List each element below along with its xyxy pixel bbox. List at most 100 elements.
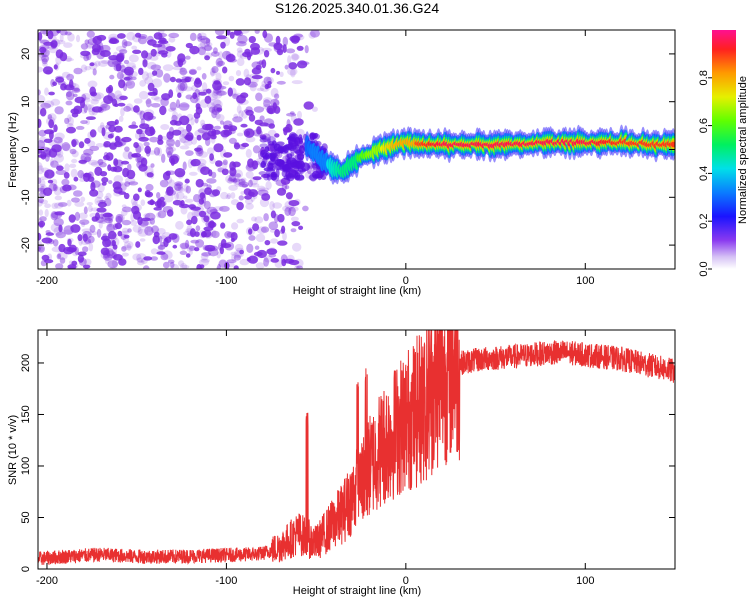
noise-blob [174,192,179,201]
noise-blob [126,243,132,251]
noise-blob [146,226,153,233]
noise-blob [96,34,107,41]
noise-blob [113,158,119,167]
noise-blob [152,235,160,245]
noise-blob [201,132,212,141]
noise-blob [209,153,215,161]
noise-blob [111,239,116,247]
noise-blob [38,246,44,252]
noise-blob [255,262,265,269]
noise-blob [67,264,77,269]
noise-blob [86,202,94,206]
noise-blob [137,216,143,226]
noise-blob [148,150,156,155]
noise-blob [89,189,99,197]
noise-blob [139,110,146,121]
noise-blob [131,153,138,158]
noise-blob [193,78,203,88]
noise-blob [270,98,280,107]
noise-blob [263,255,273,263]
noise-blob [38,106,43,115]
noise-blob [123,241,134,249]
noise-blob [309,132,317,139]
noise-blob [117,182,128,192]
noise-blob [47,179,54,184]
noise-blob [282,205,293,212]
noise-blob [275,168,280,178]
noise-blob [240,92,249,99]
noise-blob [196,134,202,141]
colorbar-tick-label: 0.8 [698,70,710,85]
noise-blob [270,258,279,263]
noise-blob [157,244,166,250]
noise-blob [86,30,95,38]
y-tick-label: 200 [20,354,32,372]
noise-blob [80,50,91,57]
noise-blob [53,226,64,236]
noise-blob [128,124,139,129]
noise-blob [63,42,73,48]
noise-blob [204,55,211,61]
noise-blob [304,45,309,54]
noise-blob [270,67,276,74]
noise-blob [63,172,70,179]
noise-blob [223,124,230,130]
noise-blob [179,242,190,249]
noise-blob [277,240,288,246]
noise-blob [57,252,62,258]
noise-blob [53,136,63,144]
noise-blob [138,90,149,100]
noise-blob [255,92,263,102]
noise-blob [155,69,164,78]
noise-blob [50,98,61,106]
snr-ticks: -200 -100 0 100 0 50 100 150 200 [20,330,675,587]
noise-blob [185,55,191,60]
noise-blob [285,192,293,200]
snr-y-axis-label: SNR (10 * v/v) [7,415,19,485]
noise-blob [165,146,174,156]
noise-blob [108,180,113,185]
noise-blob [123,234,130,239]
noise-blob [227,192,232,200]
noise-blob [243,128,255,138]
noise-blob [263,99,271,108]
noise-blob [100,100,109,109]
noise-blob [286,119,291,128]
noise-blob [174,168,186,178]
noise-blob [140,199,146,206]
noise-blob [288,168,297,178]
noise-blob [212,129,221,135]
noise-blob [261,151,272,160]
colorbar-tick-label: 0.2 [698,214,710,229]
noise-blob [210,211,221,220]
noise-blob [232,178,238,184]
noise-blob [166,209,174,217]
noise-blob [99,171,108,177]
noise-blob [118,258,127,266]
noise-blob [136,155,145,163]
noise-blob [199,99,209,108]
noise-blob [54,195,62,201]
noise-blob [287,67,298,76]
noise-blob [38,220,46,228]
noise-blob [200,258,210,263]
noise-blob [281,225,286,234]
noise-blob [291,221,301,227]
noise-blob [109,74,115,80]
noise-blob [190,239,200,244]
noise-blob [94,60,101,67]
noise-blob [133,193,140,201]
noise-blob [205,130,213,135]
noise-blob [107,60,114,67]
noise-blob [249,73,261,79]
noise-blob [77,254,84,263]
noise-blob [156,192,161,199]
noise-blob [40,39,50,46]
noise-blob [218,242,224,251]
noise-blob [211,189,220,197]
noise-blob [70,168,78,178]
noise-blob [216,35,227,40]
noise-blob [279,71,284,78]
noise-blob [175,139,181,148]
